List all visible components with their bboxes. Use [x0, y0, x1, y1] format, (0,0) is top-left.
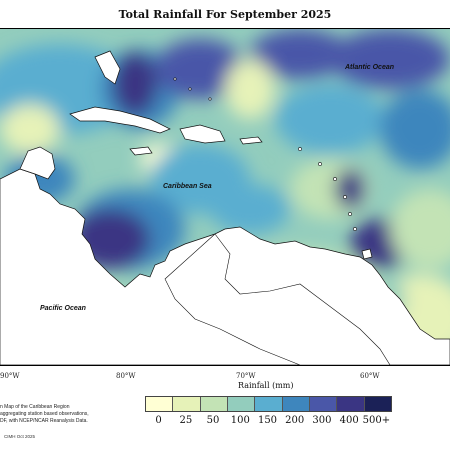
- legend-swatch-1: [173, 397, 201, 411]
- legend-tick-6: 300: [312, 415, 332, 426]
- legend-swatch-8: [364, 397, 391, 411]
- longitude-60w: 60°W: [360, 372, 380, 380]
- lesser-antilles: [173, 77, 357, 231]
- legend-tick-1: 25: [179, 415, 193, 426]
- legend-tick-7: 400: [339, 415, 359, 426]
- legend-tick-2: 50: [206, 415, 220, 426]
- legend-swatch-2: [200, 397, 228, 411]
- color-legend: [145, 396, 392, 412]
- description-line-2: aggregating station based observations,: [0, 411, 89, 417]
- label-caribbean-sea: Caribbean Sea: [163, 183, 212, 190]
- longitude-80w: 80°W: [116, 372, 136, 380]
- legend-swatch-5: [282, 397, 310, 411]
- legend-swatch-0: [146, 397, 174, 411]
- label-pacific-ocean: Pacific Ocean: [40, 305, 86, 312]
- legend-swatch-4: [255, 397, 283, 411]
- map-title: Total Rainfall For September 2025: [118, 8, 332, 21]
- rainfall-map: [0, 28, 450, 366]
- description-line-1: n Map of the Caribbean Region: [0, 404, 70, 410]
- legend-swatch-7: [337, 397, 365, 411]
- legend-tick-0: 0: [155, 415, 162, 426]
- south-america: [164, 233, 391, 365]
- legend-tick-5: 200: [285, 415, 305, 426]
- longitude-90w: 90°W: [0, 372, 20, 380]
- legend-tick-8: 500+: [362, 415, 391, 426]
- map-description: n Map of the Caribbean Region aggregatin…: [0, 404, 135, 425]
- legend-swatch-3: [227, 397, 256, 411]
- legend-title: Rainfall (mm): [238, 381, 294, 390]
- legend-tick-4: 150: [257, 415, 278, 426]
- legend-tick-3: 100: [230, 415, 250, 426]
- longitude-70w: 70°W: [236, 372, 256, 380]
- label-atlantic-ocean: Atlantic Ocean: [345, 64, 395, 71]
- credit-text: CIMH Oct 2025: [4, 434, 36, 439]
- legend-swatch-6: [309, 397, 338, 411]
- description-line-3: DF, with NCEP/NCAR Reanalysis Data.: [0, 418, 88, 424]
